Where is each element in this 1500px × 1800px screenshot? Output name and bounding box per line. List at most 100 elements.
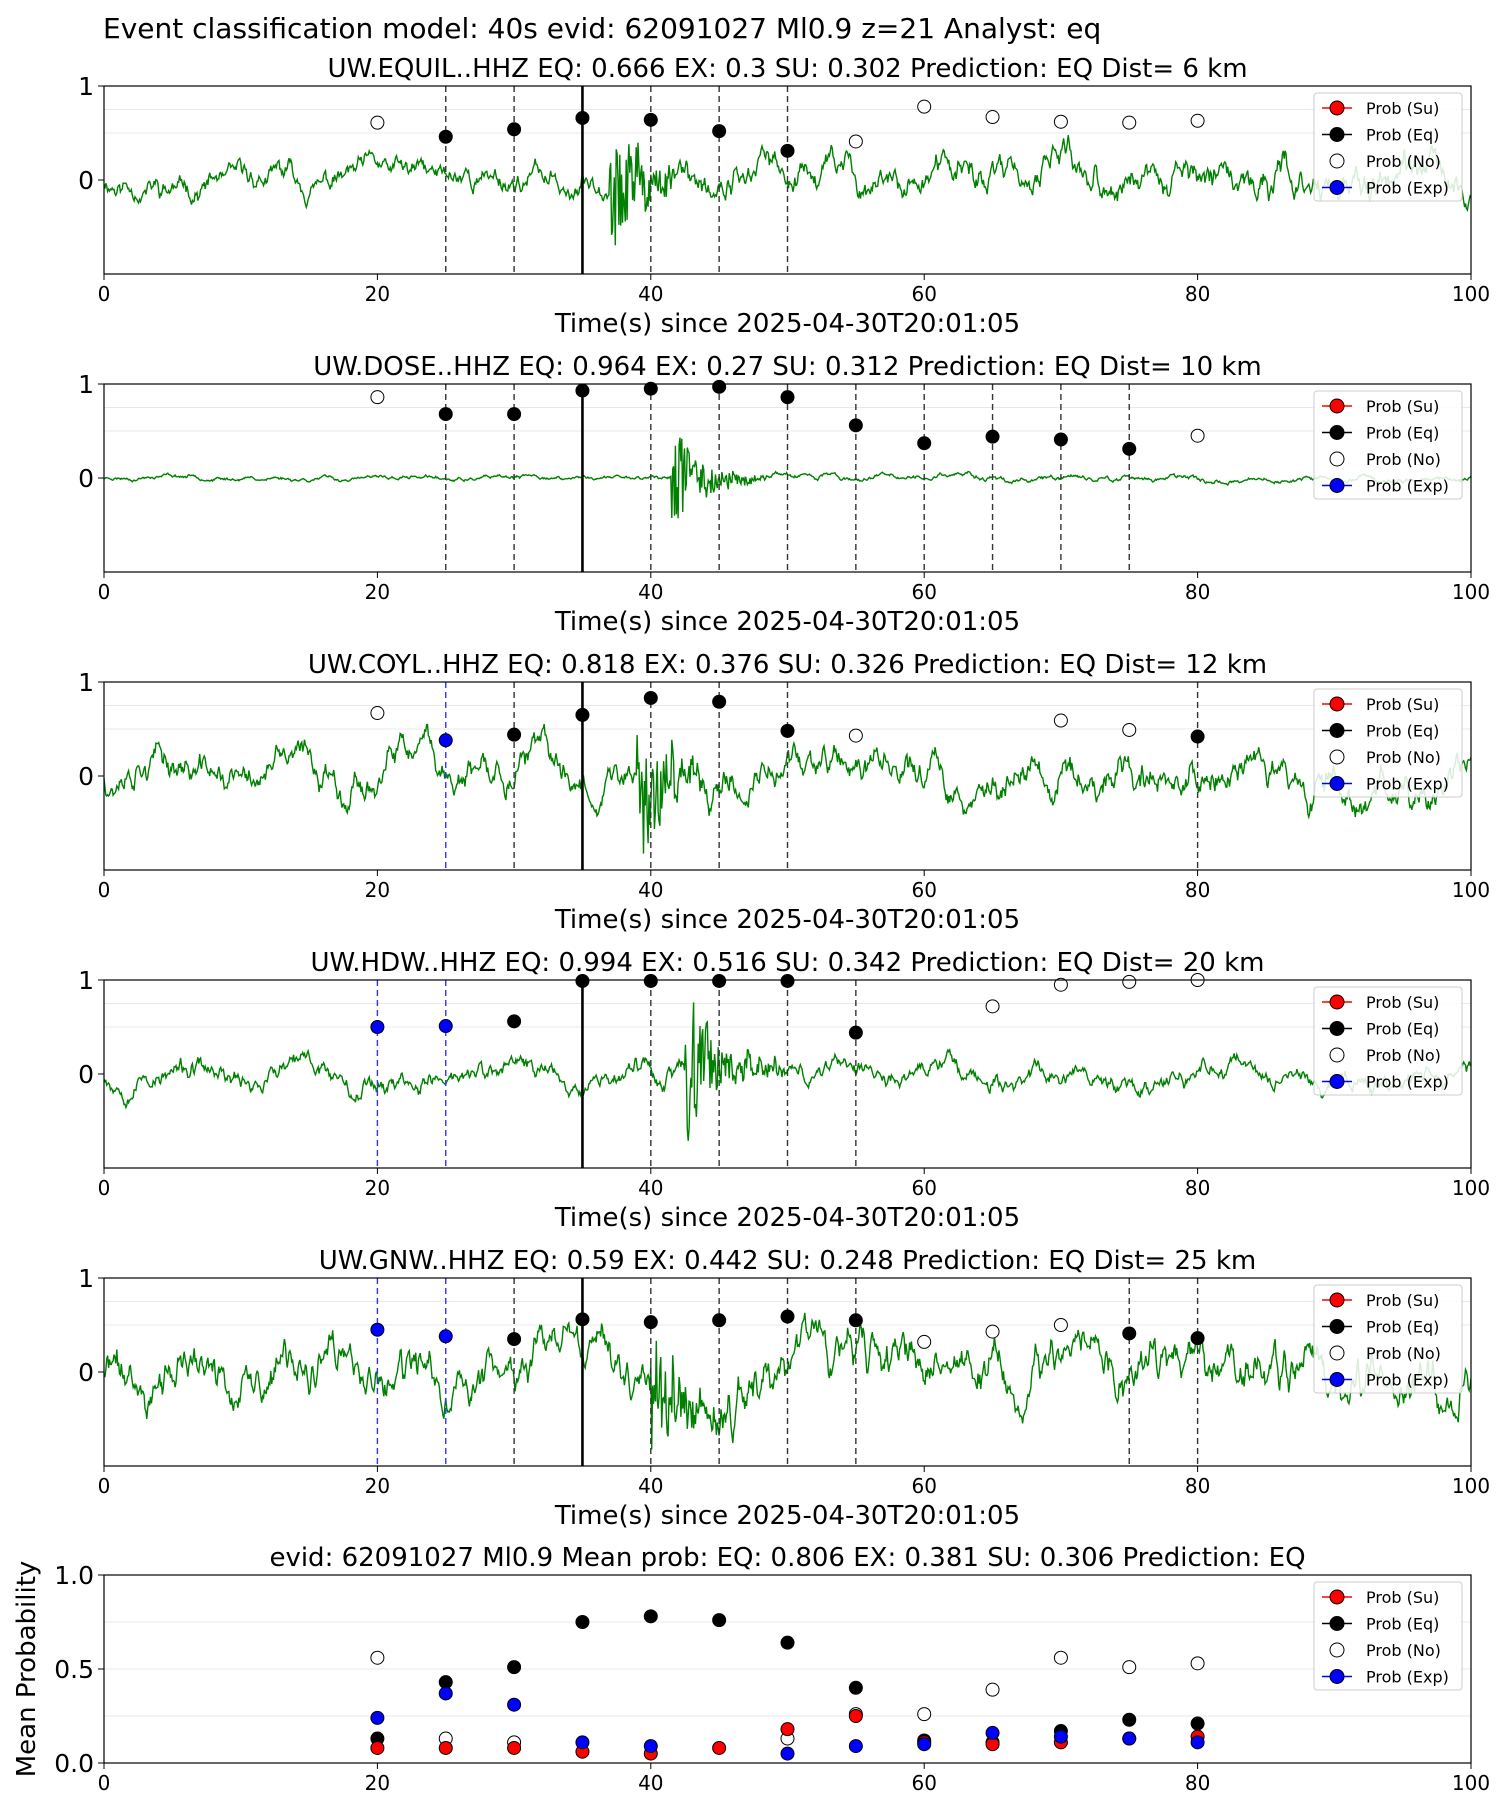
point-probeq (848, 1313, 863, 1328)
legend-label: Prob (Exp) (1366, 1371, 1449, 1390)
x-axis-label: Time(s) since 2025-04-30T20:01:05 (554, 1203, 1020, 1233)
legend-label: Prob (Eq) (1366, 1318, 1439, 1337)
x-tick-label: 80 (1185, 878, 1210, 902)
legend-marker (1329, 723, 1345, 738)
legend-marker (1329, 1589, 1345, 1605)
point-probeq (438, 407, 453, 422)
x-tick-label: 100 (1452, 282, 1490, 306)
point-probno (1190, 113, 1205, 128)
plot-area (104, 682, 1471, 870)
waveform-trace (104, 1002, 1471, 1141)
point-probno (1122, 1660, 1137, 1675)
point-probeq (1122, 441, 1137, 456)
legend-label: Prob (No) (1366, 152, 1441, 171)
legend-box (1313, 390, 1463, 500)
point-probeq (575, 383, 590, 398)
legend-box (1313, 1581, 1463, 1691)
x-tick-label: 60 (911, 1771, 936, 1795)
x-tick-label: 0 (98, 878, 111, 902)
x-tick-label: 60 (911, 580, 936, 604)
y-tick-label: 0 (78, 1060, 94, 1089)
y-tick-label: 1 (78, 1264, 94, 1293)
x-tick-label: 80 (1185, 1474, 1210, 1498)
legend: Prob (Su) Prob (Eq) Prob (No) Prob (Exp) (1313, 1581, 1463, 1691)
point-probeq (507, 122, 522, 137)
point-probno (1122, 115, 1137, 130)
point-probno (1053, 114, 1068, 129)
subplot-title: UW.HDW..HHZ EQ: 0.994 EX: 0.516 SU: 0.34… (311, 948, 1265, 978)
legend-marker (1329, 749, 1345, 765)
legend-marker (1329, 153, 1345, 169)
legend-label: Prob (Exp) (1366, 775, 1449, 794)
point-probno (370, 390, 385, 405)
y-tick-label: 0.0 (54, 1749, 94, 1778)
legend: Prob (Su) Prob (Eq) Prob (No) Prob (Exp) (1313, 92, 1463, 202)
legend-marker (1329, 1345, 1345, 1361)
x-tick-label: 40 (638, 878, 663, 902)
point-probeq (780, 973, 795, 988)
point-probeq (848, 1025, 863, 1040)
y-tick-label: 0 (78, 464, 94, 493)
point-probeq (643, 112, 658, 127)
point-probeq (575, 110, 590, 125)
x-tick-label: 100 (1452, 580, 1490, 604)
point-probeq (575, 1615, 590, 1629)
point-probeq (1122, 1712, 1137, 1727)
x-tick-label: 40 (638, 1474, 663, 1498)
x-tick-label: 40 (638, 1771, 663, 1795)
point-probno (370, 115, 385, 130)
legend-label: Prob (Eq) (1366, 1615, 1439, 1634)
legend-marker (1329, 1021, 1345, 1036)
legend-marker (1329, 696, 1345, 712)
legend-marker (1329, 1047, 1345, 1063)
legend-label: Prob (No) (1366, 748, 1441, 767)
x-axis-label: Time(s) since 2025-04-30T20:01:05 (554, 905, 1020, 935)
legend-label: Prob (Su) (1366, 99, 1439, 118)
point-probexp (507, 1697, 522, 1712)
legend-marker (1329, 1642, 1345, 1658)
y-tick-label: 0.5 (54, 1655, 94, 1684)
point-probexp (438, 733, 453, 748)
point-probeq (1190, 1716, 1205, 1731)
legend-marker (1329, 127, 1345, 142)
y-axis-label: Mean Probability (12, 1561, 42, 1778)
point-probeq (917, 436, 932, 451)
point-probeq (507, 1014, 522, 1029)
legend-marker (1329, 776, 1345, 791)
point-probeq (712, 694, 727, 709)
point-probsu (780, 1722, 795, 1737)
y-tick-label: 1 (78, 668, 94, 697)
point-probno (848, 134, 863, 149)
x-tick-label: 40 (638, 282, 663, 306)
point-probeq (507, 1660, 522, 1675)
point-probexp (438, 1329, 453, 1344)
x-tick-label: 100 (1452, 1771, 1490, 1795)
legend: Prob (Su) Prob (Eq) Prob (No) Prob (Exp) (1313, 1284, 1463, 1394)
point-probeq (712, 379, 727, 394)
subplot-1: UW.EQUIL..HHZ EQ: 0.666 EX: 0.3 SU: 0.30… (78, 54, 1490, 339)
point-probno (985, 1682, 1000, 1697)
subplot-5: UW.GNW..HHZ EQ: 0.59 EX: 0.442 SU: 0.248… (78, 1246, 1490, 1531)
legend-label: Prob (Eq) (1366, 722, 1439, 741)
legend-marker (1329, 478, 1345, 493)
legend: Prob (Su) Prob (Eq) Prob (No) Prob (Exp) (1313, 688, 1463, 798)
point-probno (1053, 1318, 1068, 1332)
x-tick-label: 100 (1452, 1176, 1490, 1200)
plot-area (104, 86, 1471, 274)
point-probeq (575, 973, 590, 988)
point-probeq (507, 1332, 522, 1347)
legend-label: Prob (No) (1366, 1641, 1441, 1660)
point-probeq (848, 1680, 863, 1695)
point-probexp (438, 1019, 453, 1034)
y-tick-label: 1 (78, 370, 94, 399)
point-probeq (712, 1613, 727, 1628)
point-probno (1053, 977, 1068, 992)
point-probno (917, 1334, 932, 1349)
x-tick-label: 80 (1185, 282, 1210, 306)
subplot-3: UW.COYL..HHZ EQ: 0.818 EX: 0.376 SU: 0.3… (78, 650, 1490, 935)
x-tick-label: 40 (638, 580, 663, 604)
legend-marker (1329, 100, 1345, 116)
legend-marker (1329, 180, 1345, 195)
legend-label: Prob (Exp) (1366, 477, 1449, 496)
